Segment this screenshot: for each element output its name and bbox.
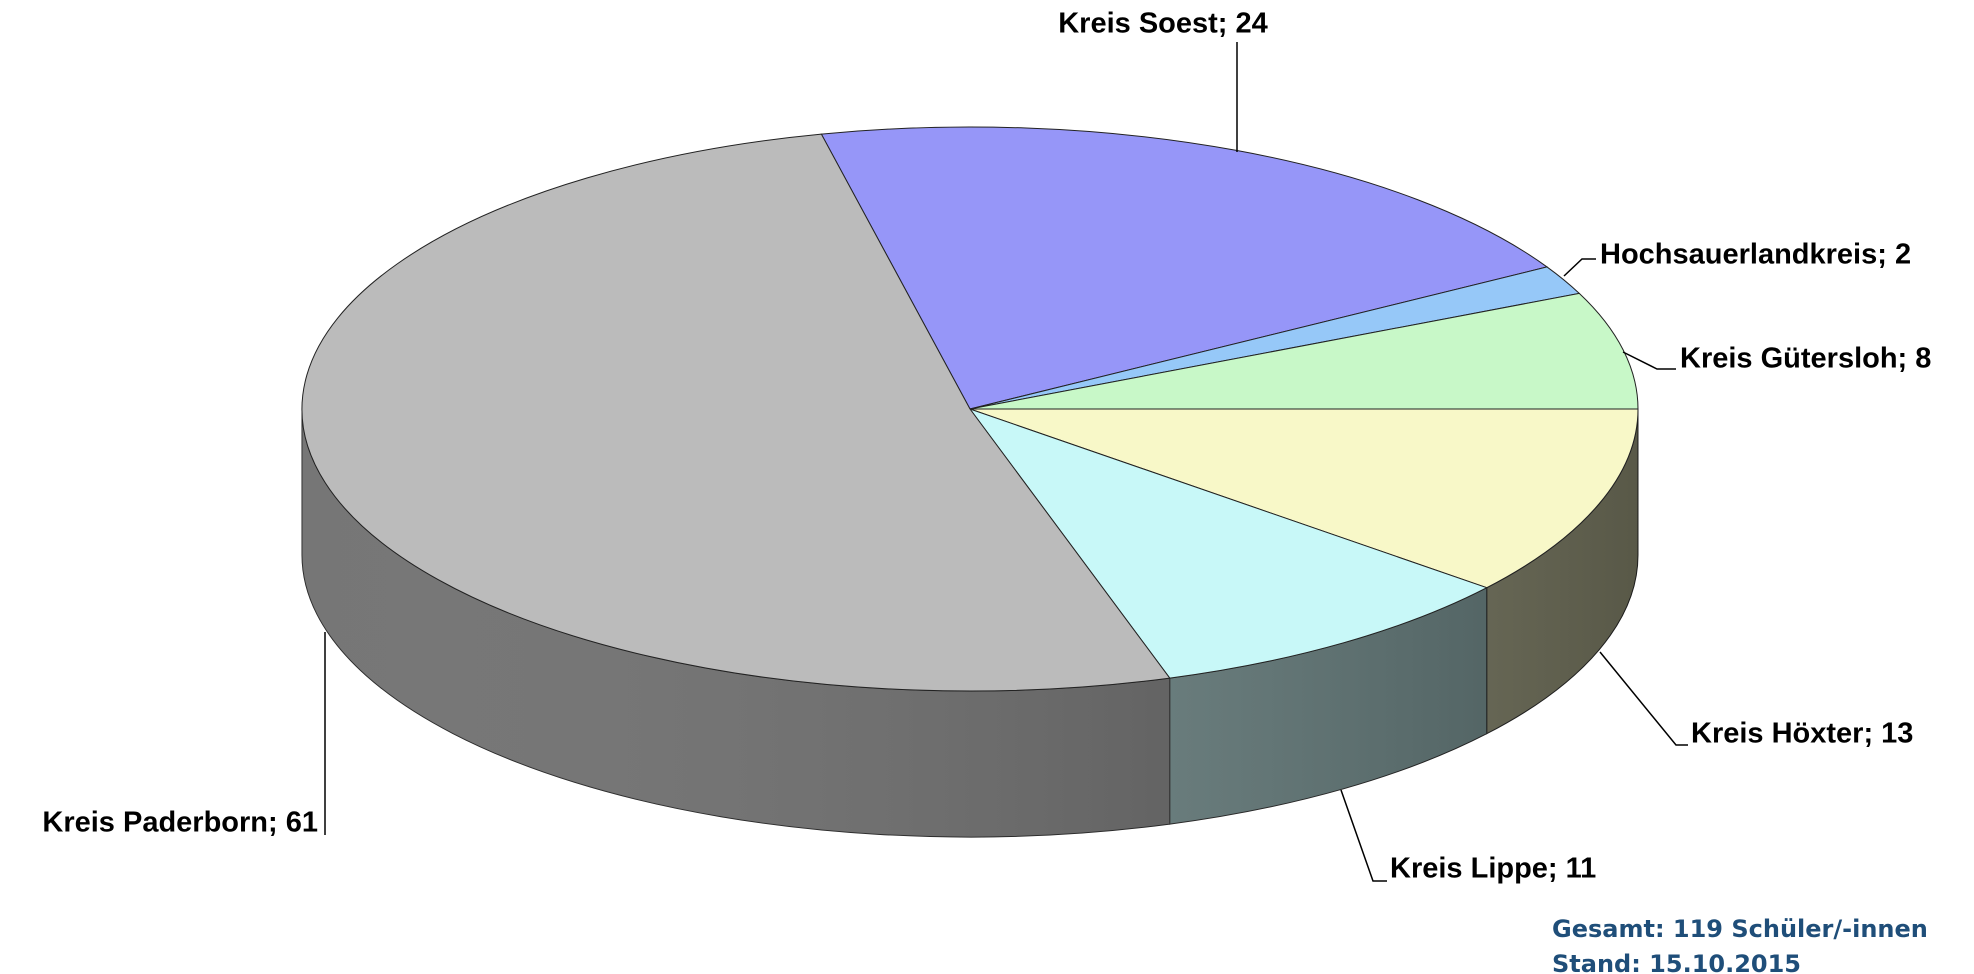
pie-slice	[820, 126, 1549, 410]
pie-slice	[969, 408, 1639, 589]
data-label: Hochsauerlandkreis; 2	[1600, 239, 1911, 271]
leader-line	[1622, 351, 1676, 370]
pie-slice	[301, 133, 1171, 692]
data-label: Kreis Paderborn; 61	[42, 807, 318, 839]
data-label: Kreis Soest; 24	[1058, 8, 1268, 40]
leader-line	[1340, 789, 1387, 882]
data-label: Kreis Höxter; 13	[1691, 718, 1913, 750]
pie-slice	[969, 292, 1639, 410]
leader-line	[1563, 258, 1596, 277]
leader-line	[1599, 651, 1688, 746]
annotation: Stand: 15.10.2015	[1552, 950, 1801, 974]
annotation: Gesamt: 119 Schüler/-innen	[1552, 915, 1928, 943]
pie-slice	[968, 407, 1489, 679]
data-label: Kreis Lippe; 11	[1390, 853, 1596, 885]
data-label: Kreis Gütersloh; 8	[1680, 343, 1931, 375]
